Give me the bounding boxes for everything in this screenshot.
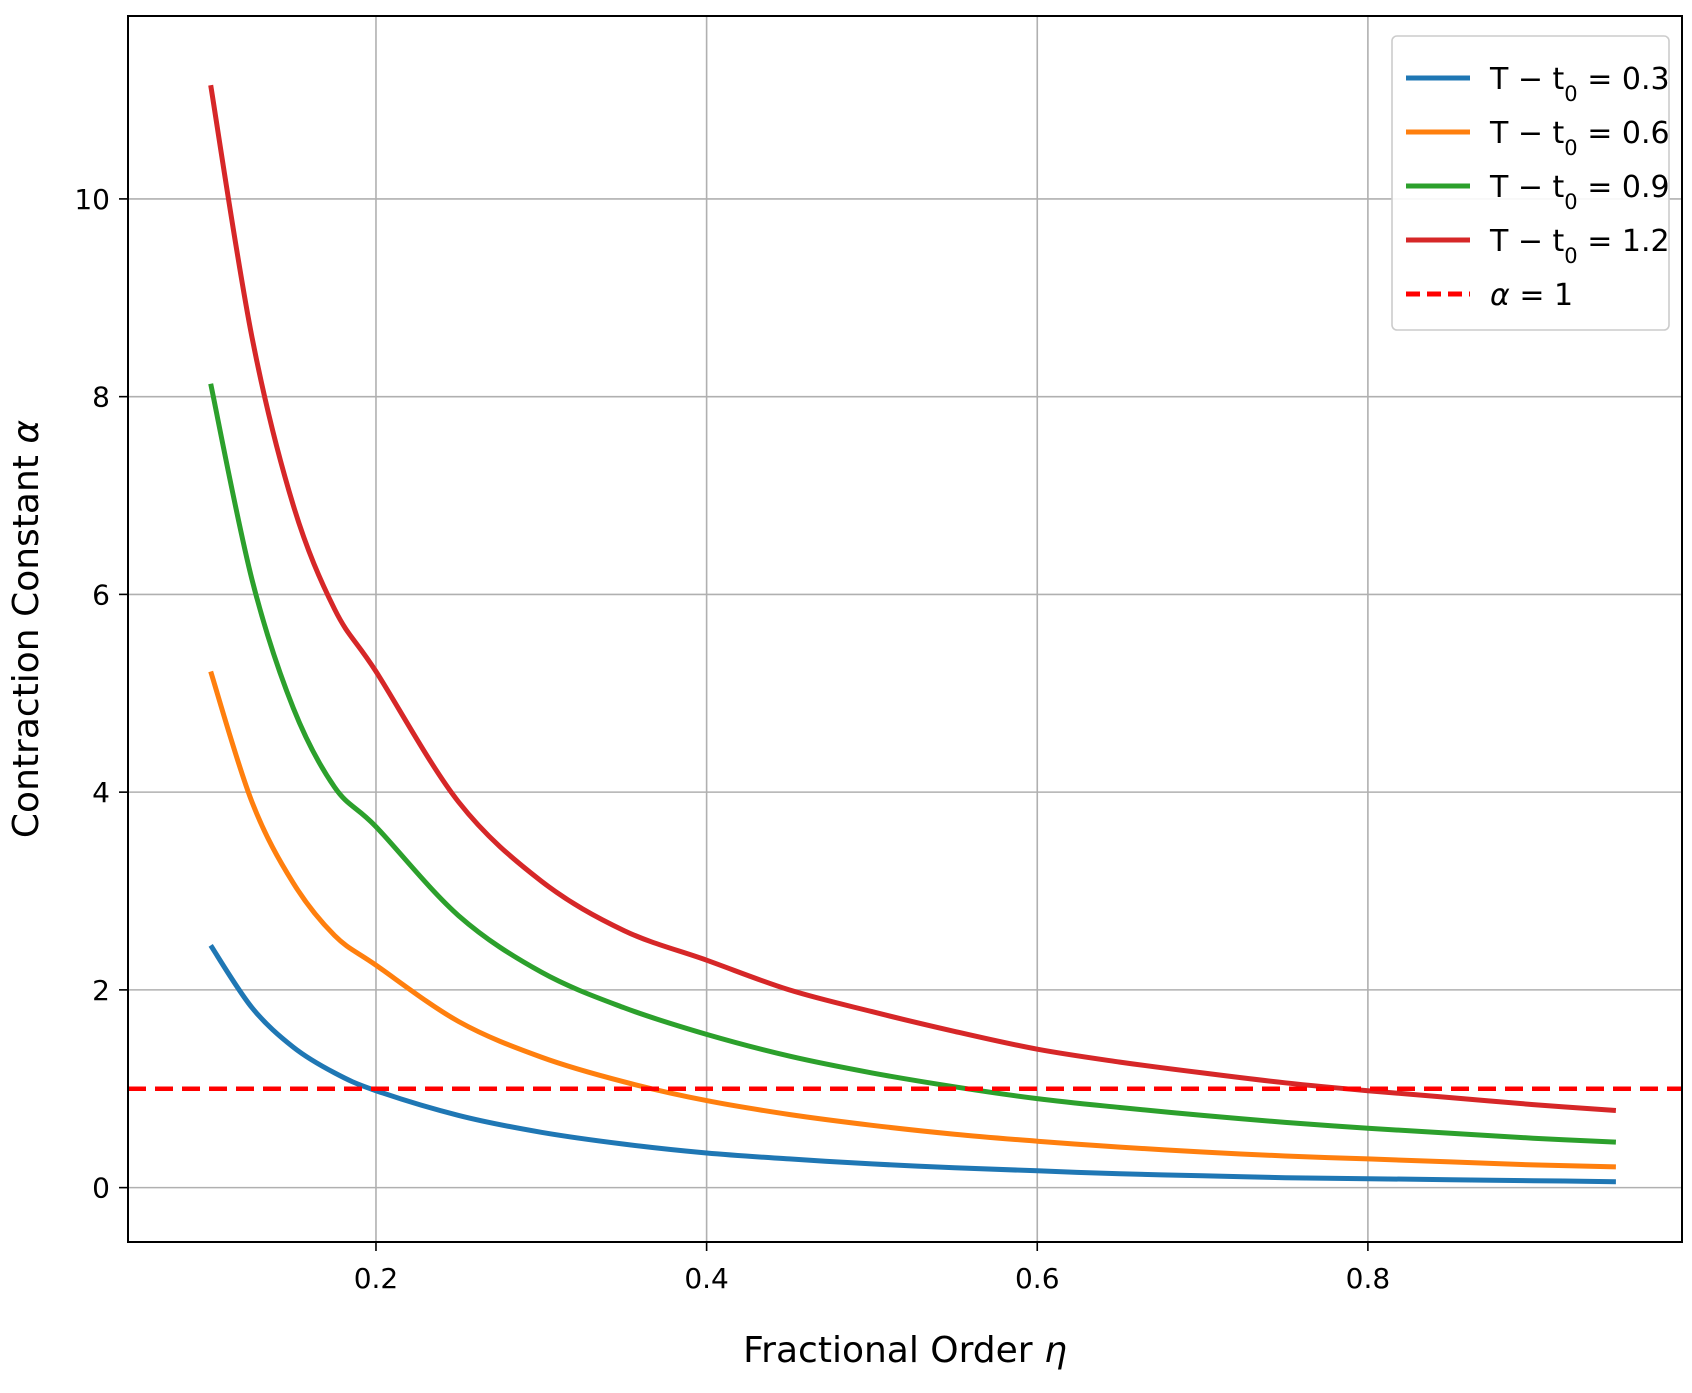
legend-label: T − t0 = 0.9 — [1489, 170, 1670, 214]
y-tick-label: 4 — [92, 776, 110, 809]
legend-label: α = 1 — [1490, 278, 1573, 313]
series-line-2 — [208, 670, 1616, 1170]
legend-label: T − t0 = 0.6 — [1489, 116, 1670, 160]
y-tick-label: 2 — [92, 974, 110, 1007]
x-tick-label: 0.2 — [354, 1262, 399, 1295]
y-axis-title: Contraction Constant α — [6, 420, 47, 838]
legend-label: T − t0 = 1.2 — [1489, 224, 1670, 268]
y-tick-label: 6 — [92, 578, 110, 611]
series-line-1 — [208, 944, 1616, 1185]
series-layer — [128, 84, 1682, 1185]
y-tick-label: 8 — [92, 381, 110, 414]
x-tick-label: 0.6 — [1015, 1262, 1060, 1295]
x-tick-label: 0.8 — [1346, 1262, 1391, 1295]
legend-label: T − t0 = 0.3 — [1489, 62, 1670, 106]
ticks: 0.2 0.4 0.6 0.8 0 2 4 6 8 10 — [74, 183, 1390, 1295]
legend: T − t0 = 0.3 T − t0 = 0.6 T − t0 = 0.9 T − … — [1391, 35, 1670, 331]
y-tick-label: 0 — [92, 1172, 110, 1205]
plot-frame — [127, 15, 1683, 1243]
legend-frame — [1391, 35, 1670, 331]
x-tick-label: 0.4 — [684, 1262, 729, 1295]
x-axis-title: Fractional Order η — [743, 1330, 1067, 1371]
series-line-3 — [208, 383, 1617, 1145]
series-line-4 — [208, 84, 1617, 1113]
y-tick-label: 10 — [74, 183, 110, 216]
